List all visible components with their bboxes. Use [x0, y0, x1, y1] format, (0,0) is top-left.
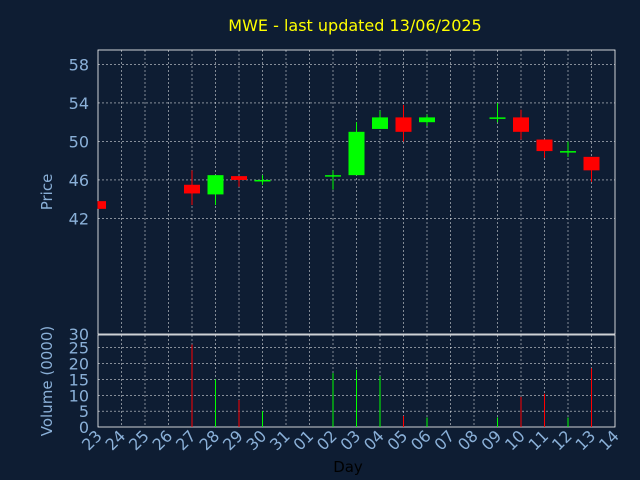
candle — [97, 201, 106, 209]
candle-body — [254, 179, 271, 182]
x-axis-label: Day — [333, 458, 363, 476]
candle-body — [207, 175, 224, 195]
price-tick-label: 58 — [69, 55, 89, 74]
volume-tick-label: 25 — [69, 339, 89, 358]
candle — [489, 102, 506, 123]
price-tick-label: 46 — [69, 171, 89, 190]
price-tick-label: 50 — [69, 132, 89, 151]
volume-tick-label: 0 — [79, 418, 89, 437]
candle-body — [348, 131, 365, 176]
candle — [583, 156, 600, 182]
volume-tick-label: 15 — [69, 370, 89, 389]
price-tick-label: 54 — [69, 94, 89, 113]
candle — [536, 139, 553, 158]
candle-body — [98, 201, 106, 209]
candle — [395, 104, 412, 142]
candle — [231, 176, 247, 187]
volume-bars — [191, 344, 592, 427]
candle-body — [372, 117, 388, 129]
volume-tick-label: 5 — [79, 402, 89, 421]
price-y-ticks: 30 42 46 50 54 58 — [69, 55, 89, 344]
volume-tick-label: 10 — [69, 386, 89, 405]
price-tick-label: 30 — [69, 325, 89, 344]
volume-axis-label: Volume (0000) — [38, 326, 56, 436]
candle — [325, 170, 341, 190]
candle — [254, 175, 271, 185]
volume-tick-label: 20 — [69, 355, 89, 374]
candlesticks — [97, 102, 600, 209]
candle-body — [419, 117, 435, 123]
chart-title: MWE - last updated 13/06/2025 — [228, 16, 481, 35]
candle — [207, 175, 224, 205]
candle — [513, 109, 529, 140]
candle-body — [560, 151, 576, 153]
x-tick-label: 14 — [595, 426, 623, 454]
candle — [419, 114, 435, 127]
candle — [560, 141, 576, 157]
candle — [348, 122, 365, 176]
candle-body — [395, 117, 412, 132]
candle-body — [325, 175, 341, 177]
candle-body — [583, 156, 600, 171]
price-axis-label: Price — [38, 174, 56, 211]
candle — [184, 170, 200, 205]
candle — [372, 110, 388, 129]
price-tick-label: 42 — [69, 209, 89, 228]
candle-body — [184, 184, 200, 194]
candle-body — [513, 117, 529, 132]
candle-body — [231, 176, 247, 180]
price-grid — [98, 50, 615, 334]
candle-body — [489, 117, 506, 119]
x-ticks: 2324252627282930310102030405060708091011… — [78, 426, 623, 454]
candle-body — [536, 139, 553, 152]
